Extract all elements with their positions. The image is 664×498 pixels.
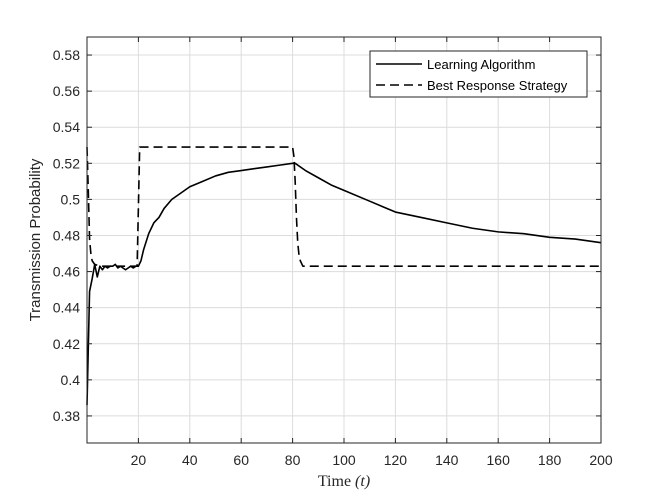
y-tick-labels: 0.38 0.4 0.42 0.44 0.46 0.48 0.5 0.52 0.54 0.56 0.… xyxy=(53,47,80,424)
series-layer xyxy=(86,146,602,406)
y-tick-label: 0.46 xyxy=(53,264,80,280)
x-tick-label: 200 xyxy=(589,452,613,468)
y-tick-label: 0.38 xyxy=(53,408,80,424)
x-tick-label: 120 xyxy=(384,452,408,468)
legend: Learning Algorithm Best Response Strateg… xyxy=(369,50,588,98)
y-tick-label: 0.5 xyxy=(61,191,81,207)
y-tick-label: 0.56 xyxy=(53,83,80,99)
x-tick-label: 20 xyxy=(131,452,147,468)
legend-box xyxy=(369,50,588,98)
y-tick-label: 0.48 xyxy=(53,227,80,243)
grid xyxy=(87,37,602,443)
y-tick-label: 0.52 xyxy=(53,155,80,171)
series-line-best-response-strategy xyxy=(86,146,601,267)
x-axis-label-variable: (t) xyxy=(355,473,370,490)
ticks xyxy=(87,37,602,443)
y-axis-label: Transmission Probability xyxy=(27,158,44,321)
x-tick-label: 40 xyxy=(182,452,198,468)
x-axis-label: Time (t) xyxy=(318,473,370,490)
y-tick-label: 0.42 xyxy=(53,336,80,352)
x-tick-label: 80 xyxy=(285,452,301,468)
x-tick-label: 60 xyxy=(233,452,249,468)
x-tick-label: 140 xyxy=(435,452,459,468)
x-tick-labels: 20 40 60 80 100 120 140 160 180 200 xyxy=(131,452,613,468)
x-tick-label: 100 xyxy=(332,452,356,468)
x-axis-label-text: Time xyxy=(318,473,351,490)
y-tick-label: 0.4 xyxy=(61,372,81,388)
x-tick-label: 180 xyxy=(538,452,562,468)
legend-label-learning: Learning Algorithm xyxy=(427,57,535,72)
y-tick-label: 0.44 xyxy=(53,300,80,316)
y-tick-label: 0.54 xyxy=(53,119,80,135)
y-tick-label: 0.58 xyxy=(53,47,80,63)
legend-label-best-response: Best Response Strategy xyxy=(427,78,568,93)
x-tick-label: 160 xyxy=(487,452,511,468)
